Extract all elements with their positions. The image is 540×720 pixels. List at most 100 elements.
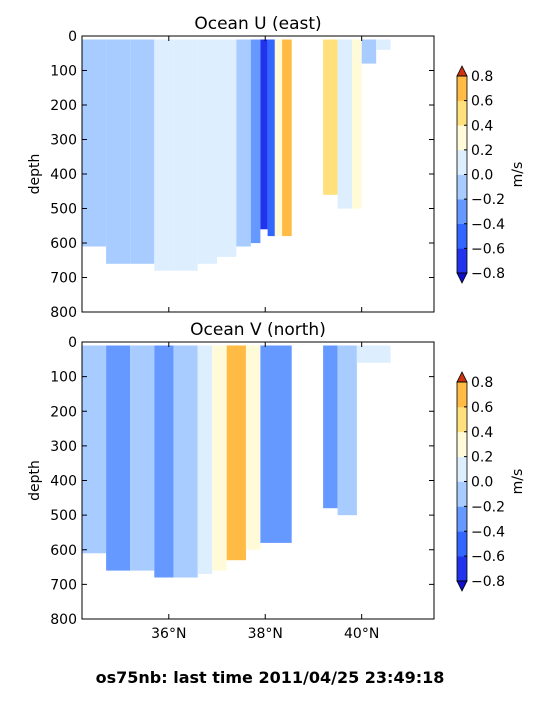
data-band-v-9 xyxy=(260,345,292,543)
y-tick-label-u-800: 800 xyxy=(50,305,77,321)
x-tick-label-v-0: 36°N xyxy=(151,626,186,642)
colorbar-tick-label-u-7: −0.6 xyxy=(471,241,505,257)
colorbar-segment-v-2 xyxy=(457,506,467,532)
colorbar-tick-label-u-2: 0.4 xyxy=(471,118,493,134)
colorbar-segment-v-6 xyxy=(457,406,467,433)
y-tick-label-v-300: 300 xyxy=(50,439,77,455)
plot-area-u xyxy=(81,35,435,313)
data-band-u-12 xyxy=(282,39,292,237)
colorbar-tick-label-u-8: −0.8 xyxy=(471,266,505,282)
data-band-u-5 xyxy=(197,39,217,264)
y-tick-label-v-600: 600 xyxy=(50,543,77,559)
colorbar-tick-label-u-5: −0.2 xyxy=(471,192,505,208)
data-band-v-10 xyxy=(323,345,338,509)
data-band-u-4 xyxy=(173,39,198,271)
colorbar-tick-label-v-5: −0.2 xyxy=(471,499,505,515)
colorbar-segment-u-7 xyxy=(457,76,467,101)
y-tick-label-v-800: 800 xyxy=(50,612,77,628)
data-band-u-6 xyxy=(217,39,237,257)
y-tick-label-v-100: 100 xyxy=(50,370,77,386)
colorbar-extend-max-u xyxy=(456,65,468,77)
colorbar-segment-u-2 xyxy=(457,199,467,224)
colorbar-v xyxy=(456,371,468,592)
colorbar-u xyxy=(456,65,468,284)
data-band-u-15 xyxy=(352,39,362,209)
data-band-v-6 xyxy=(212,345,227,571)
colorbar-tick-label-v-4: 0.0 xyxy=(471,475,493,491)
data-band-u-8 xyxy=(250,39,261,244)
y-axis-label-u: depth xyxy=(27,154,43,195)
data-band-u-2 xyxy=(130,39,155,264)
y-tick-label-v-0: 0 xyxy=(68,335,77,351)
data-band-v-2 xyxy=(130,345,155,571)
colorbar-tick-label-u-3: 0.2 xyxy=(471,143,493,159)
colorbar-segment-v-7 xyxy=(457,382,467,408)
plot-title-u: Ocean U (east) xyxy=(194,14,321,34)
y-tick-label-v-500: 500 xyxy=(50,508,77,524)
colorbar-segment-u-1 xyxy=(457,223,467,249)
colorbar-label-v: m/s xyxy=(510,469,526,495)
x-tick-label-v-1: 38°N xyxy=(248,626,283,642)
data-band-u-13 xyxy=(323,39,338,195)
data-band-v-0 xyxy=(82,345,107,554)
colorbar-segment-v-3 xyxy=(457,481,467,507)
colorbar-tick-label-u-0: 0.8 xyxy=(471,69,493,85)
colorbar-tick-label-v-7: −0.6 xyxy=(471,549,505,565)
plot-area-v xyxy=(81,341,435,620)
y-tick-label-v-400: 400 xyxy=(50,474,77,490)
y-tick-label-u-300: 300 xyxy=(50,133,77,149)
data-band-u-11 xyxy=(274,39,283,237)
y-axis-label-v: depth xyxy=(27,460,43,501)
data-band-u-0 xyxy=(82,39,107,247)
data-band-v-1 xyxy=(106,345,131,571)
data-band-v-11 xyxy=(337,345,357,516)
data-band-u-14 xyxy=(337,39,353,209)
colorbar-tick-label-v-2: 0.4 xyxy=(471,425,493,441)
y-tick-label-u-100: 100 xyxy=(50,64,77,80)
colorbar-tick-label-v-1: 0.6 xyxy=(471,400,493,416)
colorbar-segment-u-3 xyxy=(457,174,467,200)
colorbar-segment-v-5 xyxy=(457,431,467,457)
y-tick-label-u-0: 0 xyxy=(68,29,77,45)
data-band-u-1 xyxy=(106,39,131,264)
colorbar-segment-u-6 xyxy=(457,100,467,126)
colorbar-extend-min-u xyxy=(456,272,468,284)
colorbar-extend-max-v xyxy=(456,371,468,383)
colorbar-segment-v-0 xyxy=(457,556,467,582)
data-band-u-10 xyxy=(267,39,275,237)
data-band-v-7 xyxy=(226,345,246,561)
data-band-u-9 xyxy=(260,39,268,230)
colorbar-segment-u-4 xyxy=(457,149,467,175)
colorbar-tick-label-v-0: 0.8 xyxy=(471,375,493,391)
y-tick-label-u-700: 700 xyxy=(50,271,77,287)
x-tick-label-v-2: 40°N xyxy=(344,626,379,642)
y-tick-label-u-600: 600 xyxy=(50,236,77,252)
data-band-v-5 xyxy=(197,345,213,574)
y-tick-label-v-700: 700 xyxy=(50,577,77,593)
data-band-v-12 xyxy=(356,345,391,363)
data-band-v-3 xyxy=(154,345,174,578)
plot-title-v: Ocean V (north) xyxy=(190,320,326,340)
data-band-v-8 xyxy=(245,345,261,550)
colorbar-tick-label-u-6: −0.4 xyxy=(471,217,505,233)
colorbar-tick-label-v-3: 0.2 xyxy=(471,450,493,466)
colorbar-segment-u-0 xyxy=(457,248,467,274)
y-tick-label-v-200: 200 xyxy=(50,404,77,420)
colorbar-segment-v-4 xyxy=(457,456,467,482)
colorbar-segment-u-5 xyxy=(457,125,467,151)
colorbar-tick-label-v-8: −0.8 xyxy=(471,574,505,590)
data-band-u-17 xyxy=(376,39,391,50)
colorbar-tick-label-u-1: 0.6 xyxy=(471,94,493,110)
colorbar-tick-label-v-6: −0.4 xyxy=(471,524,505,540)
y-tick-label-u-200: 200 xyxy=(50,98,77,114)
colorbar-tick-label-u-4: 0.0 xyxy=(471,168,493,184)
figure-suptitle: os75nb: last time 2011/04/25 23:49:18 xyxy=(96,668,445,687)
colorbar-extend-min-v xyxy=(456,580,468,592)
data-band-u-7 xyxy=(236,39,251,247)
colorbar-segment-v-1 xyxy=(457,531,467,557)
y-tick-label-u-500: 500 xyxy=(50,202,77,218)
colorbar-label-u: m/s xyxy=(510,162,526,188)
y-tick-label-u-400: 400 xyxy=(50,167,77,183)
data-band-v-4 xyxy=(173,345,198,578)
